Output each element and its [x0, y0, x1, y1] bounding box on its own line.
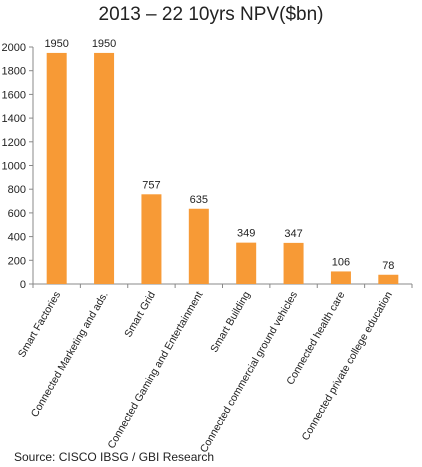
source-note: Source: CISCO IBSG / GBI Research: [14, 450, 215, 464]
bar: [46, 52, 67, 284]
chart-title: 2013 – 22 10yrs NPV($bn): [98, 4, 324, 25]
data-label: 347: [284, 228, 302, 240]
bar: [94, 52, 115, 284]
bar: [330, 271, 351, 284]
y-tick-label: 600: [8, 208, 26, 220]
x-category-label: Smart Building: [208, 289, 253, 354]
y-tick-label: 0: [20, 279, 26, 291]
bars: [46, 52, 399, 284]
y-tick-label: 200: [8, 255, 26, 267]
bar: [283, 242, 304, 284]
x-category-label: Connected Gaming and Entertainment: [105, 289, 205, 450]
data-label: 78: [382, 260, 394, 272]
y-tick-label: 1200: [2, 137, 26, 149]
bar: [141, 194, 162, 284]
data-label: 1950: [92, 38, 116, 50]
y-tick-label: 1400: [2, 113, 26, 125]
y-tick-label: 1000: [2, 161, 26, 173]
y-tick-label: 800: [8, 184, 26, 196]
bar: [378, 274, 399, 284]
data-label: 1950: [44, 38, 68, 50]
data-label: 757: [142, 179, 160, 191]
data-label: 349: [237, 228, 255, 240]
y-tick-label: 1800: [2, 66, 26, 78]
x-category-label: Connected commercial ground vehicles: [198, 290, 300, 455]
y-axis: 0 200 400 600 800 1000 1200 1400 1600 1800 2000: [2, 42, 413, 291]
data-labels: 1950 1950 757 635 349 347 106 78: [44, 38, 394, 272]
y-tick-label: 2000: [2, 42, 26, 54]
y-tick-label: 1600: [2, 89, 26, 101]
data-label: 635: [190, 194, 208, 206]
y-tick-label: 400: [8, 232, 26, 244]
bar: [188, 208, 209, 284]
x-category-label: Smart Grid: [122, 289, 158, 339]
x-category-label: Connected private college education: [300, 289, 395, 442]
data-label: 106: [332, 256, 350, 268]
x-category-label: Smart Factories: [16, 290, 63, 360]
bar: [236, 242, 257, 284]
